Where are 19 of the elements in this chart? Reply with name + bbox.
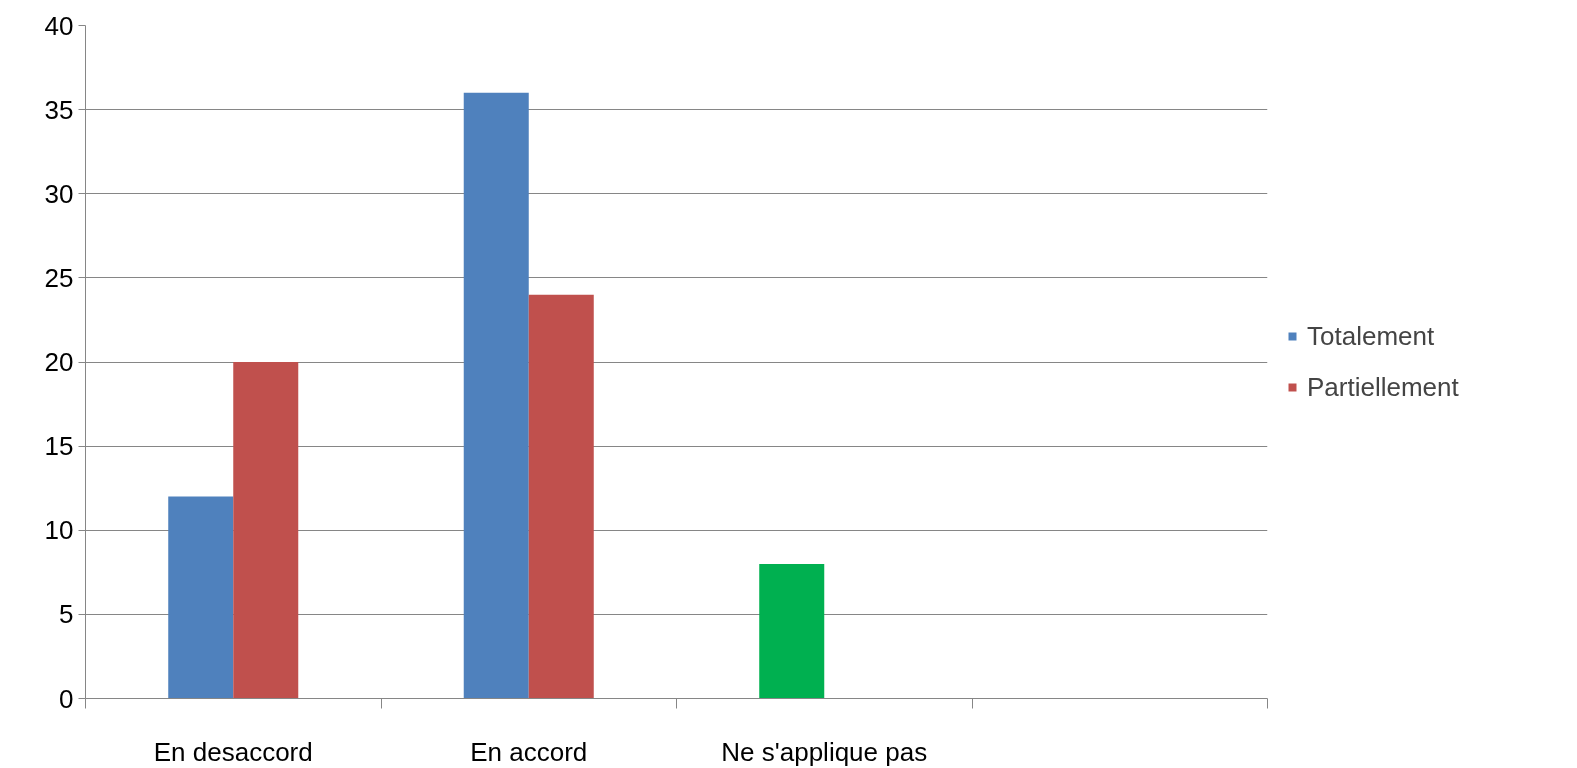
bar [463, 92, 529, 699]
x-tick-label: En accord [470, 736, 588, 767]
bar [759, 563, 825, 699]
y-tick-label: 15 [44, 431, 74, 462]
y-tick-label: 30 [44, 178, 74, 209]
y-tick-label: 10 [44, 515, 74, 546]
bar [233, 362, 299, 699]
y-tick-label: 5 [59, 599, 74, 630]
y-tick-label: 0 [59, 683, 74, 714]
y-tick-label: 40 [44, 10, 74, 41]
bar [528, 294, 594, 699]
legend-label: Partiellement [1307, 371, 1459, 403]
legend-label: Totalement [1307, 320, 1435, 352]
x-tick-label: Ne s'applique pas [721, 736, 928, 767]
y-tick-label: 35 [44, 94, 74, 125]
y-tick-label: 20 [44, 347, 74, 377]
x-tick-label: En desaccord [153, 736, 313, 767]
y-tick-label: 25 [44, 262, 74, 293]
bar [168, 496, 234, 699]
